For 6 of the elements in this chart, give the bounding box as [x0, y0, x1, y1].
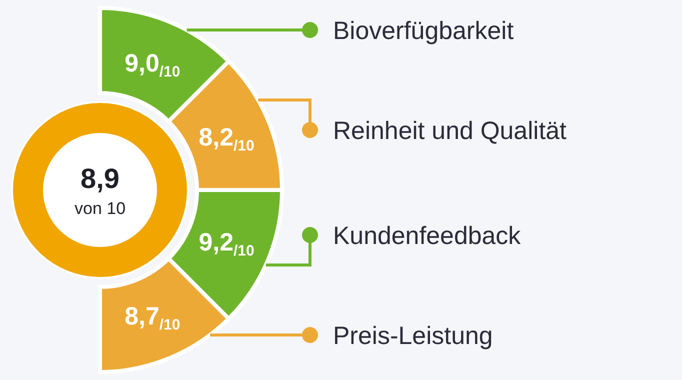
category-label: Kundenfeedback	[333, 222, 522, 250]
category-label: Reinheit und Qualität	[333, 117, 567, 145]
category-label: Bioverfügbarkeit	[333, 17, 514, 45]
text: 8,9	[80, 163, 120, 194]
category-label: Preis-Leistung	[333, 322, 493, 350]
text: von 10	[74, 199, 126, 218]
